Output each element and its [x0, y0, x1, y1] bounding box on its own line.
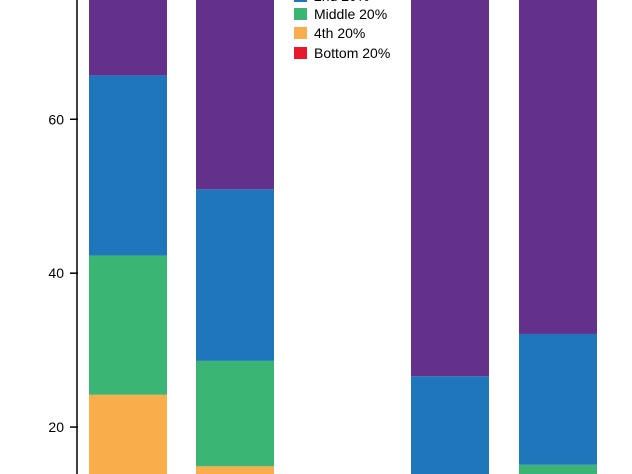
legend-swatch: [294, 8, 307, 20]
bar-segment-1-2: [89, 394, 167, 474]
bar-segment-4-4: [519, 333, 597, 465]
bar-segment-4-5: [519, 0, 597, 334]
bar-segment-4-3: [519, 464, 597, 474]
y-ticks-group: 20 40 60: [48, 111, 78, 435]
legend-label: 4th 20%: [314, 25, 365, 41]
bar-segment-2-3: [196, 360, 274, 467]
y-tick-label: 60: [48, 111, 64, 127]
legend-label: Middle 20%: [314, 6, 387, 22]
bar-segment-2-4: [196, 189, 274, 361]
bar-segment-2-2: [196, 466, 274, 474]
bar-segment-1-3: [89, 255, 167, 395]
bar-segment-3-5: [411, 0, 489, 377]
legend-swatch: [294, 27, 307, 39]
legend-label: Bottom 20%: [314, 45, 390, 61]
legend-label: 2nd 20%: [314, 0, 369, 4]
y-tick-label: 20: [48, 419, 64, 435]
bar-segment-1-4: [89, 75, 167, 256]
legend: 2nd 20% Middle 20% 4th 20% Bottom 20%: [294, 0, 390, 61]
y-tick-label: 40: [48, 265, 64, 281]
bar-segment-2-5: [196, 0, 274, 190]
legend-swatch: [294, 0, 307, 2]
bars-group: [89, 0, 597, 474]
bar-segment-1-5: [89, 0, 167, 76]
bar-segment-3-4: [411, 376, 489, 474]
legend-swatch: [294, 47, 307, 59]
